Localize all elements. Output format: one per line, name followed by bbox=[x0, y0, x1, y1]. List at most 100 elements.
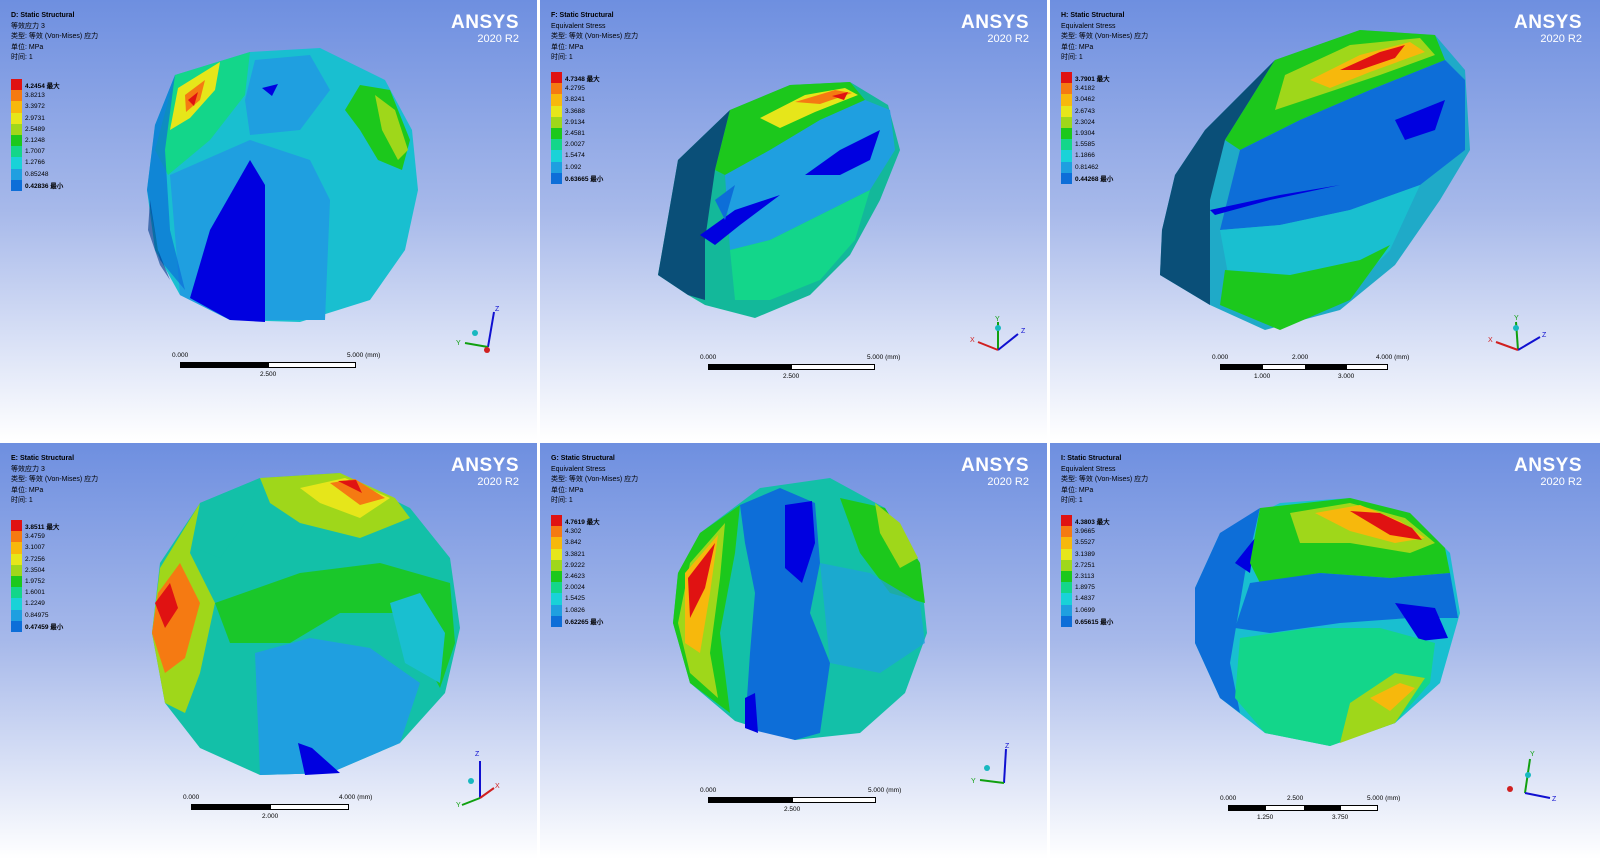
legend-value: 2.9731 bbox=[25, 114, 45, 122]
viewport-panel-i[interactable]: I: Static Structural Equivalent Stress 类… bbox=[1050, 443, 1600, 859]
legend-value: 2.3504 bbox=[25, 566, 45, 574]
viewport-panel-e[interactable]: E: Static Structural 等效应力 3 类型: 等效 (Von-… bbox=[0, 443, 537, 859]
ansys-logo: ANSYS 2020 R2 bbox=[961, 455, 1029, 489]
legend-swatch bbox=[11, 564, 22, 576]
legend-value: 0.81462 bbox=[1075, 163, 1099, 171]
color-legend[interactable]: 4.7348 最大 4.2795 3.8241 3.3688 2.9134 2.4581 2… bbox=[551, 72, 603, 184]
legend-row: 2.7256 bbox=[11, 553, 63, 565]
legend-value: 3.4182 bbox=[1075, 85, 1095, 93]
legend-row: 0.44268 最小 bbox=[1061, 172, 1113, 184]
svg-text:Y: Y bbox=[1530, 751, 1535, 758]
svg-text:Y: Y bbox=[456, 802, 461, 809]
result-header: G: Static Structural Equivalent Stress 类… bbox=[551, 455, 639, 504]
legend-value: 3.8511 最大 bbox=[25, 523, 60, 531]
svg-text:X: X bbox=[495, 783, 500, 790]
legend-value: 2.4581 bbox=[565, 130, 585, 138]
legend-swatch bbox=[11, 531, 22, 543]
legend-row: 3.8511 最大 bbox=[11, 520, 63, 532]
viewport-panel-g[interactable]: G: Static Structural Equivalent Stress 类… bbox=[540, 443, 1047, 859]
legend-row: 2.4623 bbox=[551, 570, 603, 583]
legend-value: 2.9222 bbox=[565, 561, 585, 569]
legend-swatch bbox=[1061, 105, 1072, 117]
svg-text:Z: Z bbox=[1005, 743, 1010, 750]
svg-text:Z: Z bbox=[1552, 796, 1557, 803]
legend-row: 1.9752 bbox=[11, 575, 63, 588]
legend-value: 4.2795 bbox=[565, 85, 585, 93]
stress-contour-model bbox=[147, 48, 418, 322]
color-legend[interactable]: 3.8511 最大 3.4759 3.1007 2.7256 2.3504 1.9752 1… bbox=[11, 520, 63, 632]
legend-value: 1.0699 bbox=[1075, 606, 1095, 614]
legend-row: 0.42836 最小 bbox=[11, 179, 64, 191]
legend-swatch bbox=[11, 168, 22, 180]
legend-row: 4.2454 最大 bbox=[11, 79, 63, 91]
legend-value: 3.3821 bbox=[565, 550, 585, 558]
color-legend[interactable]: 4.7619 最大 4.302 3.842 3.3821 2.9222 2.4623 2.0… bbox=[551, 515, 603, 627]
legend-row: 4.2795 bbox=[551, 83, 603, 95]
legend-value: 1.1866 bbox=[1075, 152, 1095, 160]
legend-value: 3.0462 bbox=[1075, 96, 1095, 104]
axis-triad[interactable]: Z Y bbox=[540, 443, 1047, 859]
viewport-panel-h[interactable]: H: Static Structural Equivalent Stress 类… bbox=[1050, 0, 1600, 440]
legend-row: 0.65615 最小 bbox=[1061, 615, 1113, 627]
ansys-logo: ANSYS 2020 R2 bbox=[1514, 12, 1582, 46]
legend-value: 1.9752 bbox=[25, 578, 45, 586]
legend-row: 4.3803 最大 bbox=[1061, 515, 1113, 527]
axis-triad[interactable]: Z X Y bbox=[0, 443, 537, 859]
legend-row: 3.3821 bbox=[551, 548, 603, 560]
legend-value: 3.9665 bbox=[1075, 528, 1095, 536]
legend-value: 3.1389 bbox=[1075, 550, 1095, 558]
viewport-panel-f[interactable]: F: Static Structural Equivalent Stress 类… bbox=[540, 0, 1047, 440]
axis-triad[interactable]: Y Z X bbox=[1050, 0, 1600, 440]
legend-value: 3.3972 bbox=[25, 103, 45, 111]
legend-swatch bbox=[1061, 127, 1072, 140]
legend-swatch bbox=[1061, 139, 1072, 151]
legend-swatch bbox=[11, 101, 22, 113]
legend-row: 3.1389 bbox=[1061, 548, 1113, 560]
legend-value: 3.4759 bbox=[25, 533, 45, 541]
legend-swatch bbox=[551, 83, 562, 95]
legend-value: 2.5489 bbox=[25, 125, 45, 133]
legend-swatch bbox=[551, 604, 562, 616]
legend-row: 3.8213 bbox=[11, 90, 63, 102]
legend-row: 2.5489 bbox=[11, 123, 63, 135]
legend-row: 0.84975 bbox=[11, 609, 63, 621]
viewport-panel-d[interactable]: D: Static Structural 等效应力 3 类型: 等效 (Von-… bbox=[0, 0, 537, 440]
legend-value: 1.5585 bbox=[1075, 141, 1095, 149]
legend-row: 3.5527 bbox=[1061, 537, 1113, 549]
svg-text:Y: Y bbox=[1514, 315, 1519, 322]
legend-swatch bbox=[11, 598, 22, 610]
color-legend[interactable]: 3.7901 最大 3.4182 3.0462 2.6743 2.3024 1.9304 1… bbox=[1061, 72, 1113, 184]
legend-row: 1.2766 bbox=[11, 157, 63, 169]
legend-row: 1.0699 bbox=[1061, 604, 1113, 616]
legend-value: 1.9304 bbox=[1075, 130, 1095, 138]
legend-row: 2.0027 bbox=[551, 139, 603, 151]
legend-row: 0.63665 最小 bbox=[551, 172, 603, 184]
ansys-logo: ANSYS 2020 R2 bbox=[961, 12, 1029, 46]
legend-swatch bbox=[551, 548, 562, 560]
svg-text:Y: Y bbox=[971, 778, 976, 785]
legend-value: 2.0024 bbox=[565, 584, 585, 592]
ansys-logo: ANSYS 2020 R2 bbox=[451, 455, 519, 489]
legend-value: 1.5474 bbox=[565, 152, 585, 160]
axis-triad[interactable]: Z Y bbox=[0, 0, 537, 440]
legend-swatch bbox=[551, 515, 562, 527]
legend-row: 0.62265 最小 bbox=[551, 615, 603, 627]
color-legend[interactable]: 4.3803 最大 3.9665 3.5527 3.1389 2.7251 2.3113 1… bbox=[1061, 515, 1113, 627]
legend-swatch bbox=[1061, 83, 1072, 95]
legend-value: 0.42836 最小 bbox=[25, 183, 64, 191]
legend-swatch bbox=[1061, 548, 1072, 560]
legend-swatch bbox=[551, 615, 562, 627]
legend-row: 3.1007 bbox=[11, 542, 63, 554]
axis-triad[interactable]: Y Z bbox=[1050, 443, 1600, 859]
legend-swatch bbox=[551, 172, 562, 184]
legend-row: 0.85248 bbox=[11, 168, 63, 180]
legend-row: 3.4759 bbox=[11, 531, 63, 543]
axis-triad[interactable]: Y Z X bbox=[540, 0, 1047, 440]
legend-row: 3.0462 bbox=[1061, 94, 1113, 106]
stress-contour-model bbox=[658, 82, 900, 318]
color-legend[interactable]: 4.2454 最大 3.8213 3.3972 2.9731 2.5489 2.1248 1… bbox=[11, 79, 63, 191]
legend-swatch bbox=[1061, 526, 1072, 538]
result-header: H: Static Structural Equivalent Stress 类… bbox=[1061, 12, 1149, 61]
legend-row: 1.8975 bbox=[1061, 582, 1113, 594]
legend-value: 3.8213 bbox=[25, 92, 45, 100]
